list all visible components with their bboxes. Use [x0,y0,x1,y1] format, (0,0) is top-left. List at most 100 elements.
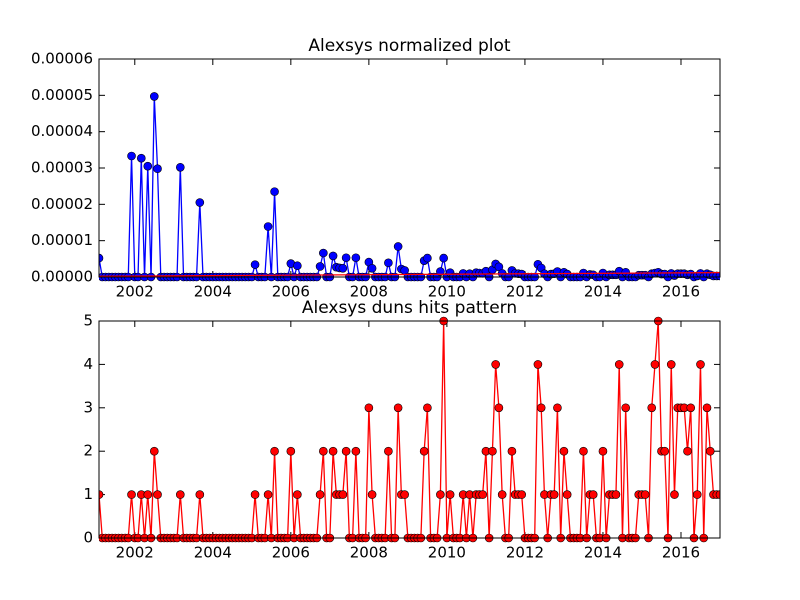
series-line [99,320,720,539]
data-point [436,490,445,499]
data-point [478,490,487,499]
axes-frame [98,58,721,278]
y-tick-label: 1 [83,485,93,503]
data-point [153,164,162,174]
data-point [507,446,517,456]
x-tick-label: 2004 [194,283,232,301]
data-point [497,490,507,499]
data-point [696,360,705,369]
data-point [99,253,104,263]
x-tick-label: 2002 [116,544,154,562]
data-point [705,446,715,456]
data-point [533,360,543,369]
data-point [614,360,624,369]
data-point [315,490,325,499]
data-point [315,262,325,271]
data-point [143,490,153,499]
x-tick-label: 2012 [506,544,544,562]
data-point [176,490,185,499]
data-point [149,92,159,101]
x-tick-label: 2002 [116,283,154,301]
y-tick-label: 0.00003 [31,159,93,177]
x-tick-label: 2010 [428,544,466,562]
y-tick-label: 0.00002 [31,195,93,213]
data-point [341,446,351,456]
x-tick-label: 2014 [584,283,622,301]
data-point [328,446,338,456]
y-tick-label: 0 [83,529,93,547]
data-point [384,446,393,456]
x-tick-label: 2006 [272,283,310,301]
data-point [692,490,702,499]
data-point [715,490,720,499]
data-point [488,446,497,456]
data-point [143,161,153,171]
data-point [598,446,608,456]
data-point [149,446,159,456]
data-point [250,490,260,499]
data-point [686,403,696,413]
data-point [270,187,279,196]
data-point [263,222,273,231]
x-tick-label: 2012 [506,283,544,301]
data-point [270,446,279,456]
series-line [99,271,720,277]
data-point [319,248,328,258]
data-point [393,403,403,413]
x-tick-label: 2004 [194,544,232,562]
data-point [702,403,712,413]
data-point [553,403,562,413]
x-tick-label: 2010 [428,283,466,301]
y-tick-label: 0.00001 [31,231,93,249]
data-point [127,151,136,161]
series-line [99,96,720,280]
data-point [491,360,500,369]
data-point [494,403,504,413]
data-point [384,258,393,268]
data-point [588,490,598,499]
data-point [338,490,348,499]
data-point [319,446,328,456]
y-tick-label: 0.00000 [31,268,93,286]
data-point [136,153,146,163]
data-point [517,490,526,499]
data-point [423,253,432,263]
data-point [367,490,377,499]
data-point [250,260,260,269]
data-point [341,253,351,263]
x-tick-label: 2016 [662,544,700,562]
data-point [367,263,377,273]
data-point [445,490,455,499]
data-point [536,403,546,413]
data-point [715,271,720,281]
data-point [286,446,296,456]
data-point [195,490,205,499]
data-point [328,251,338,261]
data-point [439,253,448,263]
data-point [263,490,273,499]
data-point [666,360,676,369]
data-point [293,490,302,499]
data-point [660,446,670,456]
data-point [153,490,162,499]
data-point [549,490,559,499]
chart-title: Alexsys duns hits pattern [302,298,517,318]
y-tick-label: 2 [83,442,93,460]
data-point [338,263,348,273]
data-point [127,490,136,499]
y-tick-label: 0.00006 [31,50,93,68]
y-tick-label: 0.00005 [31,86,93,104]
data-point [99,490,104,499]
data-point [351,253,361,263]
data-point [621,403,631,413]
data-point [683,446,692,456]
chart-title: Alexsys normalized plot [308,36,511,56]
data-point [650,360,660,369]
x-tick-label: 2014 [584,544,622,562]
data-point [195,198,205,207]
x-tick-label: 2006 [272,544,310,562]
y-tick-label: 0.00004 [31,122,93,140]
axes-frame [98,320,721,539]
data-point [400,490,409,499]
